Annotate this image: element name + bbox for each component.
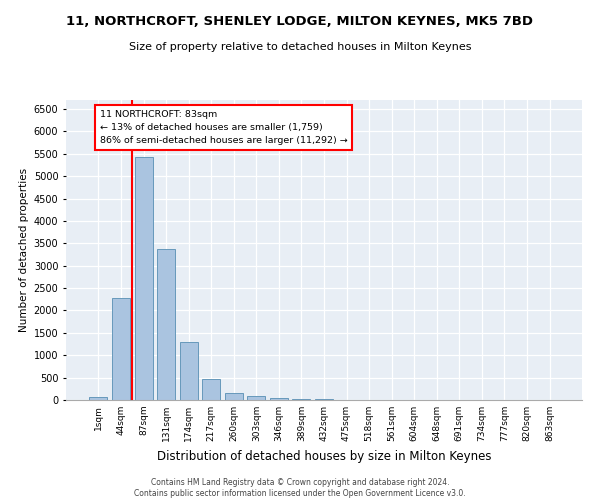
X-axis label: Distribution of detached houses by size in Milton Keynes: Distribution of detached houses by size … (157, 450, 491, 462)
Bar (112, 298, 130, 400)
Bar (225, 393, 243, 400)
Bar (270, 398, 288, 400)
Y-axis label: Number of detached properties: Number of detached properties (19, 168, 29, 332)
Bar (89, 396, 107, 400)
Bar (157, 248, 175, 400)
Bar (134, 157, 152, 400)
Bar (247, 396, 265, 400)
Text: Contains HM Land Registry data © Crown copyright and database right 2024.
Contai: Contains HM Land Registry data © Crown c… (134, 478, 466, 498)
Text: 11, NORTHCROFT, SHENLEY LODGE, MILTON KEYNES, MK5 7BD: 11, NORTHCROFT, SHENLEY LODGE, MILTON KE… (67, 15, 533, 28)
Text: Size of property relative to detached houses in Milton Keynes: Size of property relative to detached ho… (129, 42, 471, 52)
Bar (202, 378, 220, 400)
Bar (179, 342, 198, 400)
Text: 11 NORTHCROFT: 83sqm
← 13% of detached houses are smaller (1,759)
86% of semi-de: 11 NORTHCROFT: 83sqm ← 13% of detached h… (100, 110, 347, 146)
Bar (292, 398, 310, 400)
